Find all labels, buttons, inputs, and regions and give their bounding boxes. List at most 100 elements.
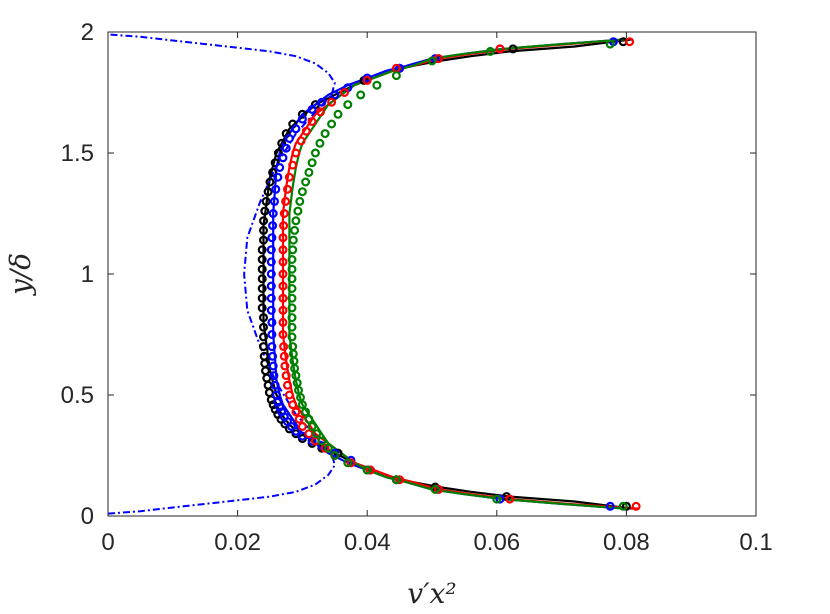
marker-8-44	[327, 119, 337, 129]
marker-6-27	[266, 281, 276, 291]
marker-7-18	[279, 351, 289, 361]
marker-8-40	[307, 158, 317, 168]
marker-5-43	[273, 148, 283, 158]
marker-6-36	[273, 172, 283, 182]
marker-5-24	[259, 332, 269, 342]
marker-6-31	[267, 233, 277, 243]
marker-6-28	[266, 269, 276, 279]
marker-7-37	[301, 126, 311, 136]
marker-8-22	[287, 332, 297, 342]
marker-6-26	[266, 293, 276, 303]
marker-7-40	[327, 97, 337, 107]
marker-6-33	[268, 209, 278, 219]
marker-7-2	[434, 484, 444, 494]
marker-5-27	[257, 303, 267, 313]
marker-8-30	[287, 255, 297, 265]
marker-6-20	[268, 361, 278, 371]
marker-7-3	[395, 475, 405, 485]
y-tick-label-3: 1.5	[61, 140, 94, 167]
marker-7-46	[625, 37, 635, 47]
marker-7-42	[362, 75, 372, 85]
ticks-layer: 0 0.02 0.04 0.06 0.08 0.1 0 0.5 1 1.5 2	[61, 19, 773, 556]
marker-5-42	[270, 158, 280, 168]
marker-5-26	[259, 313, 269, 323]
marker-5-25	[259, 322, 269, 332]
marker-5-37	[260, 206, 270, 216]
marker-8-46	[343, 100, 353, 110]
marker-7-27	[278, 245, 288, 255]
marker-8-20	[288, 349, 298, 359]
y-tick-label-4: 2	[81, 19, 94, 46]
series-layer	[107, 33, 641, 515]
marker-5-20	[261, 366, 271, 376]
marker-5-32	[257, 255, 267, 265]
marker-8-0	[618, 501, 628, 511]
marker-8-32	[288, 235, 298, 245]
marker-7-34	[288, 160, 298, 170]
marker-6-37	[275, 163, 285, 173]
marker-6-8	[307, 436, 317, 446]
marker-6-35	[271, 184, 281, 194]
marker-6-10	[291, 426, 301, 436]
series-4	[107, 33, 336, 515]
marker-6-22	[267, 342, 277, 352]
marker-8-21	[288, 342, 298, 352]
marker-7-19	[279, 342, 289, 352]
marker-7-25	[278, 269, 288, 279]
marker-8-37	[297, 187, 307, 197]
marker-7-15	[283, 380, 293, 390]
marker-7-17	[280, 361, 290, 371]
marker-8-41	[310, 148, 320, 158]
marker-7-22	[278, 305, 288, 315]
marker-5-18	[263, 380, 273, 390]
marker-8-4	[362, 465, 372, 475]
marker-8-35	[293, 206, 303, 216]
marker-5-0	[621, 501, 631, 511]
marker-6-34	[270, 196, 280, 206]
marker-8-48	[372, 80, 382, 90]
marker-8-33	[290, 225, 300, 235]
y-tick-label-0: 0	[81, 503, 94, 530]
marker-7-36	[296, 136, 306, 146]
marker-7-28	[278, 233, 288, 243]
x-tick-label-3: 0.06	[473, 529, 520, 556]
marker-7-29	[279, 221, 289, 231]
series-line-3	[288, 38, 627, 510]
marker-7-7	[320, 443, 330, 453]
marker-5-23	[259, 342, 269, 352]
marker-8-7	[323, 443, 333, 453]
x-axis-label: v′x²	[407, 577, 456, 610]
marker-8-5	[343, 458, 353, 468]
marker-8-36	[295, 196, 305, 206]
marker-8-45	[333, 109, 343, 119]
x-tick-label-1: 0.02	[214, 529, 261, 556]
marker-7-14	[284, 390, 294, 400]
marker-6-43	[307, 104, 317, 114]
marker-6-25	[266, 305, 276, 315]
marker-5-17	[264, 388, 274, 398]
marker-7-20	[278, 330, 288, 340]
marker-7-21	[278, 317, 288, 327]
marker-7-9	[304, 429, 314, 439]
marker-8-19	[289, 356, 299, 366]
y-axis-label: y/δ	[4, 253, 37, 297]
marker-6-42	[297, 114, 307, 124]
marker-6-18	[270, 380, 280, 390]
marker-6-41	[291, 124, 301, 134]
marker-5-29	[257, 284, 267, 294]
marker-8-42	[315, 138, 325, 148]
marker-8-3	[391, 475, 401, 485]
axes-box	[107, 31, 757, 517]
marker-8-9	[312, 429, 322, 439]
marker-7-4	[365, 465, 375, 475]
marker-8-49	[391, 71, 401, 81]
marker-7-45	[495, 44, 505, 54]
marker-8-23	[287, 322, 297, 332]
marker-8-12	[301, 407, 311, 417]
marker-6-24	[267, 317, 277, 327]
marker-6-32	[268, 221, 278, 231]
marker-5-21	[260, 359, 270, 369]
marker-6-40	[284, 134, 294, 144]
series-8	[287, 39, 628, 511]
marker-7-26	[278, 257, 288, 267]
